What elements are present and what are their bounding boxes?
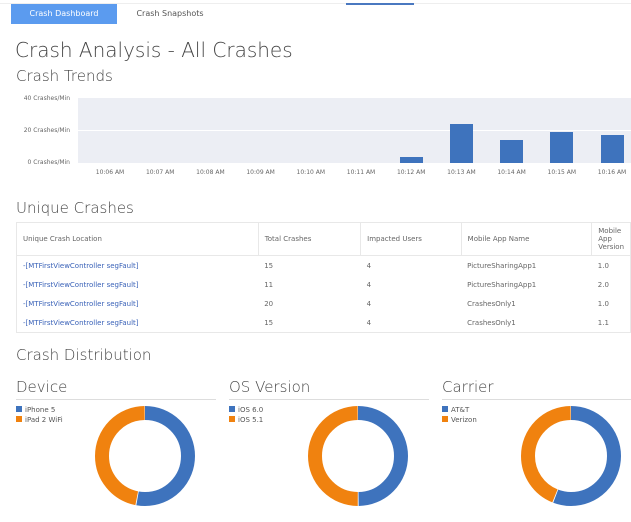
tab-crash-dashboard[interactable]: Crash Dashboard	[11, 4, 117, 24]
scroll-indicator	[346, 3, 414, 5]
crash-trends-title: Crash Trends	[16, 67, 113, 85]
x-tick-label: 10:12 AM	[396, 169, 426, 176]
chart-legend: iOS 6.0 iOS 5.1	[229, 405, 263, 425]
donut-chart-0	[95, 406, 195, 506]
distribution-title-0: Device	[16, 378, 216, 400]
bar-1012AM[interactable]	[399, 156, 423, 163]
x-tick-label: 10:10 AM	[296, 169, 326, 176]
distribution-title-1: OS Version	[229, 378, 429, 400]
legend-item[interactable]: iPhone 5	[16, 405, 63, 415]
table-cell: 1.1	[597, 318, 609, 327]
table-cell: 20	[264, 299, 274, 308]
donut-slice-1[interactable]	[521, 406, 621, 506]
legend-label: iPad 2 WiFi	[25, 416, 63, 424]
donut-chart-1	[308, 406, 408, 506]
table-cell: 11	[264, 280, 274, 289]
table-cell: PictureSharingApp1	[467, 261, 537, 270]
x-tick-label: 10:16 AM	[597, 169, 627, 176]
table-cell: 1.0	[597, 299, 609, 308]
table-row: -[MTFirstViewController segFault] 15 4 Cras…	[17, 313, 631, 333]
table-cell: 4	[366, 280, 372, 289]
legend-label: Verizon	[451, 416, 477, 424]
y-tick-20: 20 Crashes/Min	[23, 127, 70, 134]
top-border	[0, 3, 631, 4]
bar-1016AM[interactable]	[600, 135, 624, 163]
table-cell: 4	[366, 318, 372, 327]
legend-item[interactable]: iOS 5.1	[229, 415, 263, 425]
crash-distribution-title: Crash Distribution	[16, 346, 152, 364]
donut-slice-0[interactable]	[521, 406, 621, 506]
table-cell: 2.0	[597, 280, 609, 289]
bar-1015AM[interactable]	[550, 132, 574, 163]
plot-area	[78, 98, 631, 163]
table-cell: CrashesOnly1	[467, 299, 516, 308]
x-tick-label: 10:15 AM	[547, 169, 577, 176]
column-header[interactable]: Mobile App Version	[591, 222, 631, 256]
chart-legend: iPhone 5 iPad 2 WiFi	[16, 405, 63, 425]
distribution-title-2: Carrier	[442, 378, 631, 400]
chart-legend: AT&T Verizon	[442, 405, 477, 425]
table-cell: PictureSharingApp1	[467, 280, 537, 289]
bar-1013AM[interactable]	[449, 124, 473, 163]
x-tick-label: 10:09 AM	[246, 169, 275, 176]
x-tick-label: 10:13 AM	[447, 169, 476, 176]
legend-item[interactable]: AT&T	[442, 405, 477, 415]
legend-swatch	[442, 416, 448, 422]
x-tick-label: 10:07 AM	[145, 169, 175, 176]
legend-item[interactable]: iOS 6.0	[229, 405, 263, 415]
crash-location-link[interactable]: -[MTFirstViewController segFault]	[23, 299, 139, 308]
legend-label: iOS 6.0	[238, 406, 264, 414]
donut-slice-1[interactable]	[308, 406, 408, 506]
legend-swatch	[229, 416, 235, 422]
x-tick-label: 10:14 AM	[497, 169, 526, 176]
donut-chart-2	[521, 406, 621, 506]
table-row: -[MTFirstViewController segFault] 11 4 Pict…	[17, 275, 631, 294]
column-header[interactable]: Total Crashes	[258, 222, 362, 256]
table-row: -[MTFirstViewController segFault] 15 4 Pict…	[17, 256, 631, 276]
legend-swatch	[16, 406, 22, 412]
legend-swatch	[229, 406, 235, 412]
donut-slice-0[interactable]	[95, 406, 195, 506]
crash-location-link[interactable]: -[MTFirstViewController segFault]	[23, 280, 139, 289]
legend-item[interactable]: Verizon	[442, 415, 477, 425]
bar-1014AM[interactable]	[500, 140, 524, 163]
x-tick-label: 10:11 AM	[346, 169, 376, 176]
table-cell: 4	[366, 299, 372, 308]
x-tick-label: 10:08 AM	[196, 169, 225, 176]
table-cell: 4	[366, 261, 372, 270]
table-cell: 15	[264, 318, 274, 327]
page-title: Crash Analysis - All Crashes	[15, 38, 293, 62]
y-tick-40: 40 Crashes/Min	[23, 95, 70, 102]
table-cell: 15	[264, 261, 274, 270]
table-row: -[MTFirstViewController segFault] 20 4 Cras…	[17, 294, 631, 313]
table-cell: CrashesOnly1	[467, 318, 516, 327]
legend-label: iOS 5.1	[238, 416, 264, 424]
legend-swatch	[442, 406, 448, 412]
y-tick-0: 0 Crashes/Min	[27, 159, 70, 166]
legend-swatch	[16, 416, 22, 422]
table-cell: 1.0	[597, 261, 609, 270]
legend-label: AT&T	[451, 406, 470, 414]
x-tick-label: 10:06 AM	[95, 169, 125, 176]
tab-crash-snapshots[interactable]: Crash Snapshots	[136, 9, 204, 18]
column-header[interactable]: Impacted Users	[360, 222, 462, 256]
unique-crashes-title: Unique Crashes	[16, 199, 134, 217]
gridline	[78, 130, 631, 131]
unique-crashes-table: Unique Crash Location Total Crashes Impact…	[16, 222, 631, 333]
donut-slice-0[interactable]	[308, 406, 408, 506]
crash-location-link[interactable]: -[MTFirstViewController segFault]	[23, 261, 139, 270]
donut-slice-1[interactable]	[95, 406, 195, 506]
legend-label: iPhone 5	[25, 406, 56, 414]
legend-item[interactable]: iPad 2 WiFi	[16, 415, 63, 425]
column-header[interactable]: Unique Crash Location	[16, 222, 259, 256]
crash-location-link[interactable]: -[MTFirstViewController segFault]	[23, 318, 139, 327]
column-header[interactable]: Mobile App Name	[461, 222, 593, 256]
table-header-row: Unique Crash Location Total Crashes Impact…	[16, 222, 631, 256]
